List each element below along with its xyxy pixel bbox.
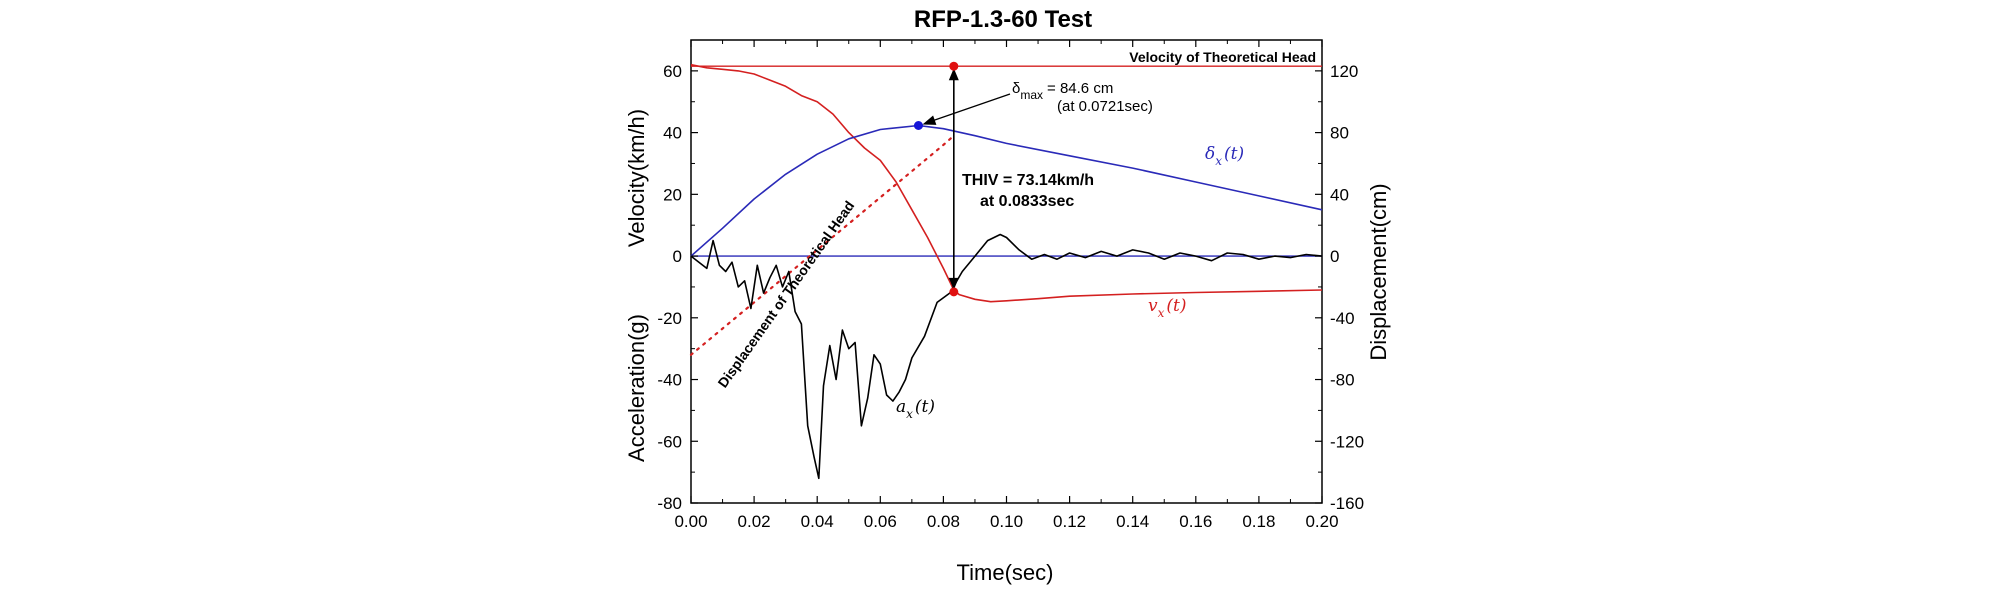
series-label-dx: δx (t) xyxy=(1205,144,1244,168)
y-left-tick-label: 60 xyxy=(663,62,682,81)
y-right-tick-label: -80 xyxy=(1330,371,1355,390)
x-tick-label: 0.04 xyxy=(801,512,834,531)
thiv-time: at 0.0833sec xyxy=(980,193,1074,210)
thiv-label: THIV = 73.14km/h xyxy=(962,172,1094,189)
thiv-arrowhead-bottom xyxy=(948,277,959,290)
series-label-vx: vx (t) xyxy=(1148,296,1187,320)
y-left-tick-label: 40 xyxy=(663,124,682,143)
theoretical-head-displacement-label: Displacement of Theoretical Head xyxy=(714,198,857,391)
plot-content xyxy=(689,61,1323,480)
thiv-arrowhead-top xyxy=(948,68,959,81)
y-right-tick-label: 40 xyxy=(1330,185,1349,204)
y-left-tick-label: 20 xyxy=(663,185,682,204)
x-tick-label: 0.10 xyxy=(990,512,1023,531)
y-right-tick-label: -160 xyxy=(1330,494,1364,513)
svg-text:δx(t): δx (t) xyxy=(1205,144,1244,168)
plot-frame xyxy=(690,39,1323,504)
y-left-tick-label: -20 xyxy=(657,309,682,328)
dmax-value: = 84.6 cm xyxy=(1047,80,1113,97)
vx-subscript: x xyxy=(1158,306,1165,320)
axis-ticks: 0.00 0.02 0.04 0.06 0.08 0.10 0.12 0.14 0.16 0.18… xyxy=(657,39,1364,531)
series-line-vx xyxy=(690,63,1323,303)
vx-tail: (t) xyxy=(1166,296,1186,316)
svg-text:δmax= 84.6 cm: δmax = 84.6 cm xyxy=(1012,80,1113,102)
y-right-tick-label: -120 xyxy=(1330,432,1364,451)
dmax-pointer-head xyxy=(922,115,937,125)
dmax-time: (at 0.0721sec) xyxy=(1057,98,1153,115)
y-axis-label-velocity: Velocity(km/h) xyxy=(624,109,649,247)
x-tick-label: 0.00 xyxy=(674,512,707,531)
y-left-tick-label: -40 xyxy=(657,371,682,390)
y-right-tick-label: -40 xyxy=(1330,309,1355,328)
series-line-ax xyxy=(690,233,1323,480)
thiv-marker-top xyxy=(949,61,959,71)
theoretical-head-velocity-label: Velocity of Theoretical Head xyxy=(1129,49,1316,65)
y-axis-label-displacement: Displacement(cm) xyxy=(1366,183,1391,360)
y-left-tick-label: -60 xyxy=(657,432,682,451)
y-left-tick-label: -80 xyxy=(657,494,682,513)
series-line-dx xyxy=(690,124,1323,257)
x-tick-label: 0.20 xyxy=(1305,512,1338,531)
dmax-symbol: δ xyxy=(1012,80,1020,97)
y-right-tick-label: 120 xyxy=(1330,62,1358,81)
ax-tail: (t) xyxy=(915,397,935,417)
x-axis-label: Time(sec) xyxy=(957,560,1054,585)
dmax-annotation: δmax = 84.6 cm (at 0.0721sec) xyxy=(1012,80,1153,115)
x-tick-label: 0.06 xyxy=(864,512,897,531)
dx-tail: (t) xyxy=(1224,144,1244,164)
y-left-tick-label: 0 xyxy=(673,247,682,266)
x-tick-label: 0.02 xyxy=(738,512,771,531)
dmax-subscript: max xyxy=(1020,88,1043,102)
x-tick-label: 0.14 xyxy=(1116,512,1149,531)
dmax-marker xyxy=(913,121,923,131)
dx-symbol: δ xyxy=(1205,144,1215,164)
y-right-tick-label: 80 xyxy=(1330,124,1349,143)
x-tick-label: 0.12 xyxy=(1053,512,1086,531)
dmax-pointer xyxy=(930,93,1011,123)
y-axis-label-acceleration: Acceleration(g) xyxy=(624,314,649,462)
thiv-marker-bottom xyxy=(949,287,959,297)
ax-symbol: a xyxy=(896,397,906,417)
dx-subscript: x xyxy=(1215,154,1222,168)
vx-symbol: v xyxy=(1148,296,1158,316)
chart-title: RFP-1.3-60 Test xyxy=(914,6,1092,33)
svg-text:ax(t): ax (t) xyxy=(896,397,935,421)
x-tick-label: 0.18 xyxy=(1242,512,1275,531)
theoretical-head-displacement-line xyxy=(689,134,955,356)
x-tick-label: 0.16 xyxy=(1179,512,1212,531)
series-label-ax: ax (t) xyxy=(896,397,935,421)
ax-subscript: x xyxy=(906,407,913,421)
svg-text:vx(t): vx (t) xyxy=(1148,296,1187,320)
y-right-tick-label: 0 xyxy=(1330,247,1339,266)
x-tick-label: 0.08 xyxy=(927,512,960,531)
